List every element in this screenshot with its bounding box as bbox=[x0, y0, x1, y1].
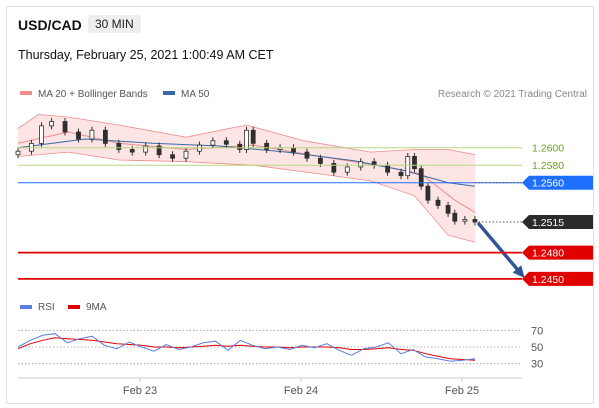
candle-body bbox=[445, 205, 451, 214]
candle-body bbox=[183, 150, 189, 159]
x-tick-label-feb-23: Feb 23 bbox=[123, 385, 157, 397]
candle-body bbox=[15, 150, 21, 156]
candle-body bbox=[435, 199, 441, 206]
candle-body bbox=[250, 129, 256, 144]
rsi-tick-label-50: 50 bbox=[531, 342, 543, 354]
candle-body bbox=[89, 129, 95, 140]
level-label-1.2450: 1.2450 bbox=[532, 274, 564, 286]
candle-body bbox=[102, 129, 108, 144]
candle-body bbox=[170, 154, 175, 159]
candle-body bbox=[412, 156, 417, 170]
rsi-ma-legend-label: 9MA bbox=[86, 302, 107, 313]
chart-frame bbox=[6, 6, 594, 404]
rsi-ma-legend-swatch bbox=[68, 305, 80, 309]
x-tick-label-feb-24: Feb 24 bbox=[284, 385, 318, 397]
rsi-line bbox=[17, 333, 476, 362]
candle-body bbox=[371, 161, 377, 166]
candle-body bbox=[452, 212, 458, 222]
level-label-1.2580: 1.2580 bbox=[532, 160, 564, 172]
level-label-1.2560: 1.2560 bbox=[532, 178, 564, 190]
candle-body bbox=[418, 168, 424, 187]
projection-arrow-head bbox=[512, 265, 525, 278]
rsi-tick-label-70: 70 bbox=[531, 325, 543, 337]
bollinger-legend-swatch bbox=[20, 91, 32, 95]
candle-body bbox=[358, 161, 364, 168]
rsi-legend-swatch bbox=[20, 305, 32, 309]
candle-body bbox=[317, 157, 323, 164]
level-label-1.2480: 1.2480 bbox=[532, 248, 564, 260]
candle-body bbox=[223, 140, 229, 145]
candle-body bbox=[49, 121, 54, 127]
candle-body bbox=[331, 163, 337, 173]
candle-body bbox=[405, 156, 411, 177]
credit-text: Research © 2021 Trading Central bbox=[438, 89, 587, 100]
candle-body bbox=[143, 145, 149, 153]
candle-body bbox=[462, 219, 468, 222]
level-tag-1.2450 bbox=[522, 271, 593, 286]
x-tick-label-feb-25: Feb 25 bbox=[445, 385, 479, 397]
level-lines: 1.2600 1.2580 1.2560 1.2515 1.2480 1.2450 bbox=[18, 143, 593, 286]
candle-body bbox=[244, 129, 249, 150]
level-tag-1.2515 bbox=[522, 215, 593, 230]
rsi-plot: 70 50 30 bbox=[17, 325, 543, 371]
candle-body bbox=[39, 125, 44, 144]
bollinger-upper-line bbox=[17, 114, 476, 156]
level-label-1.2515: 1.2515 bbox=[532, 217, 564, 229]
bollinger-legend-label: MA 20 + Bollinger Bands bbox=[38, 89, 148, 100]
ma50-legend-swatch bbox=[163, 91, 175, 95]
timestamp: Thursday, February 25, 2021 1:00:49 AM C… bbox=[18, 48, 274, 62]
level-label-1.2600: 1.2600 bbox=[532, 143, 564, 155]
projection-arrow-shaft bbox=[477, 222, 522, 275]
x-axis-ticks: Feb 23 Feb 24 Feb 25 bbox=[123, 378, 479, 397]
candle-body bbox=[116, 142, 122, 150]
candle-body bbox=[237, 143, 243, 150]
candle-body bbox=[304, 151, 310, 159]
candle-body bbox=[398, 171, 404, 177]
candle-body bbox=[291, 147, 296, 153]
candle-body bbox=[210, 140, 216, 146]
level-tag-1.2560 bbox=[522, 175, 593, 190]
main-plot bbox=[15, 114, 525, 278]
candle-body bbox=[76, 131, 81, 140]
bollinger-lower-line bbox=[17, 151, 476, 243]
candle-body bbox=[425, 185, 431, 201]
rsi-legend-label: RSI bbox=[38, 302, 55, 313]
candle-body bbox=[264, 142, 270, 150]
symbol-title: USD/CAD bbox=[18, 17, 82, 33]
candle-body bbox=[62, 121, 68, 133]
level-tag-1.2480 bbox=[522, 245, 593, 260]
rsi-ma-line bbox=[17, 337, 476, 361]
candle-body bbox=[156, 145, 162, 156]
interval-badge[interactable]: 30 MIN bbox=[88, 15, 141, 33]
candle-body bbox=[385, 164, 391, 173]
rsi-tick-label-30: 30 bbox=[531, 359, 543, 371]
candle-body bbox=[344, 166, 350, 173]
ma50-legend-label: MA 50 bbox=[181, 89, 210, 100]
candle-body bbox=[129, 149, 135, 153]
